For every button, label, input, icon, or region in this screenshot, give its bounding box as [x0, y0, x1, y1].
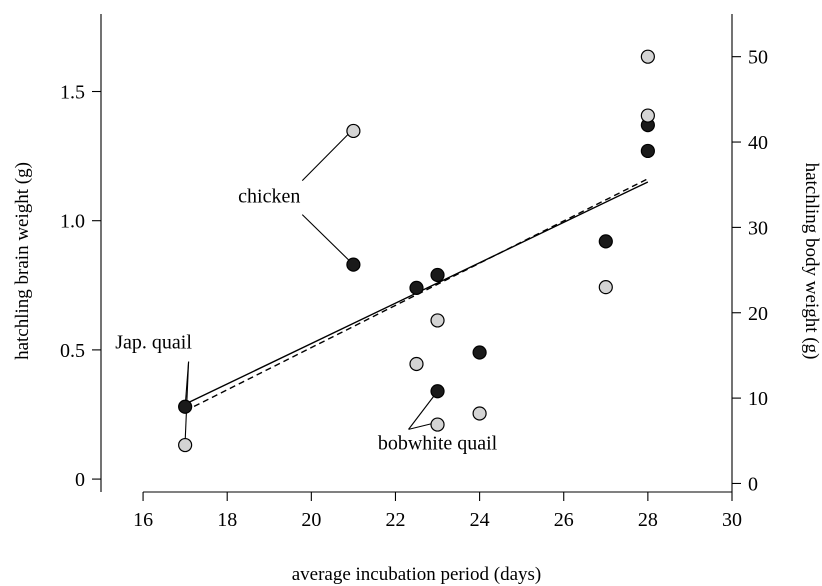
body-weight-point: [430, 417, 445, 432]
body-weight-fit-line: [184, 178, 649, 412]
x-axis-ticks: 16 18 20 22 24 26 28 30: [133, 492, 742, 531]
x-tick-label: 16: [133, 509, 153, 531]
annotation-leader-line: [301, 214, 354, 266]
y-tick-label: 1.0: [60, 211, 85, 233]
annotation-leaders: [184, 128, 438, 442]
body-weight-point: [409, 356, 424, 372]
y-axis-title: hatchling brain weight (g): [12, 162, 33, 360]
brain-weight-point: [346, 257, 361, 272]
body-weight-point: [430, 313, 445, 328]
y-axis-ticks: 0 0.5 1.0 1.5: [60, 82, 101, 491]
x-tick-label: 26: [554, 509, 574, 531]
y2-tick-label: 40: [748, 132, 768, 154]
body-weight-point: [598, 280, 613, 295]
brain-weight-point: [640, 143, 655, 159]
brain-weight-point: [430, 267, 445, 283]
y2-axis-ticks: 0 10 20 30 40 50: [732, 47, 768, 495]
brain-weight-point: [598, 234, 613, 249]
y2-tick-label: 20: [748, 303, 768, 325]
annotation-label: Jap. quail: [115, 332, 192, 354]
annotation-labels: chicken Jap. quail bobwhite quail: [115, 186, 497, 455]
annotation-leader-line: [408, 390, 438, 430]
y2-tick-label: 0: [748, 473, 758, 495]
body-weight-point: [472, 406, 487, 421]
y2-tick-label: 30: [748, 217, 768, 239]
x-tick-label: 20: [301, 509, 321, 531]
data-points: [178, 49, 655, 453]
annotation-label: bobwhite quail: [378, 432, 498, 454]
body-weight-point: [178, 437, 193, 453]
x-tick-label: 18: [217, 509, 237, 531]
y-tick-label: 0: [75, 469, 85, 491]
body-weight-point: [346, 123, 361, 139]
brain-weight-point: [178, 399, 193, 414]
brain-weight-point: [409, 280, 424, 295]
x-tick-label: 22: [385, 509, 405, 531]
x-tick-label: 30: [722, 509, 742, 531]
x-axis-title: average incubation period (days): [292, 564, 542, 585]
x-tick-label: 24: [470, 509, 490, 531]
body-weight-point: [640, 49, 655, 64]
brain-weight-point: [472, 345, 487, 360]
y-tick-label: 0.5: [60, 340, 85, 362]
annotation-label: chicken: [238, 186, 300, 208]
x-tick-label: 28: [638, 509, 658, 531]
brain-weight-point: [430, 384, 445, 399]
annotation-leader-line: [301, 128, 354, 182]
y2-axis-title: hatchling body weight (g): [801, 163, 822, 360]
y2-tick-label: 10: [748, 388, 768, 410]
body-weight-point: [640, 108, 655, 123]
y2-tick-label: 50: [748, 47, 768, 69]
y-tick-label: 1.5: [60, 82, 85, 104]
